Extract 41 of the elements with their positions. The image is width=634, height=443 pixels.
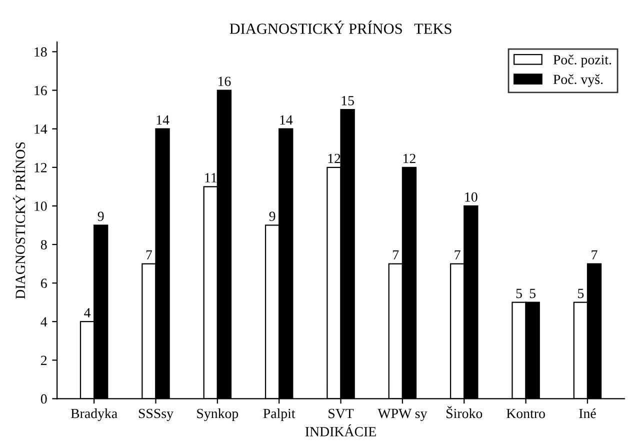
data-label: 11 — [205, 173, 216, 182]
data-label: 7 — [146, 250, 152, 260]
y-tick-label: 4 — [40, 317, 48, 326]
data-label: 16 — [218, 76, 231, 86]
x-tick-label: Palpit — [263, 408, 296, 422]
data-label: 7 — [592, 250, 598, 260]
data-label: 12 — [404, 154, 416, 164]
data-label: 9 — [269, 212, 276, 221]
data-label: 14 — [280, 115, 293, 124]
data-label: 15 — [342, 96, 354, 106]
data-label: 10 — [465, 192, 478, 202]
x-tick-label: Iné — [579, 408, 596, 418]
data-label: 4 — [84, 308, 91, 318]
y-tick-label: 12 — [34, 163, 47, 172]
x-tick-label: Synkop — [197, 408, 238, 422]
x-tick-label: Široko — [446, 406, 482, 418]
x-tick-label: WPW sy — [378, 408, 428, 422]
x-tick-label: SSSsy — [138, 408, 174, 422]
y-tick-label: 14 — [34, 124, 48, 134]
y-tick-label: 6 — [40, 278, 47, 288]
data-label: 14 — [156, 115, 170, 124]
y-tick-label: 8 — [40, 240, 47, 250]
x-tick-label: SVT — [328, 408, 354, 418]
y-tick-label: 2 — [41, 356, 47, 365]
data-label: 7 — [393, 250, 399, 260]
legend-label: Poč. vyš. — [553, 74, 603, 87]
x-tick-label: Bradyka — [70, 408, 118, 422]
x-tick-label: Kontro — [506, 408, 545, 418]
data-label: 5 — [578, 288, 584, 298]
y-tick-label: 10 — [34, 202, 47, 211]
data-label: 9 — [98, 212, 104, 221]
y-tick-label: 18 — [34, 47, 47, 57]
y-tick-label: 0 — [40, 394, 47, 404]
data-label: 5 — [530, 288, 536, 298]
y-tick-label: 16 — [34, 86, 47, 96]
y-axis-title: DIAGNOSTICKÝ PRÍNOS — [13, 142, 26, 299]
x-axis-title: INDIKÁCIE — [305, 424, 376, 436]
data-label: 7 — [454, 250, 460, 260]
chart-title: DIAGNOSTICKÝ PRÍNOS TEKS — [230, 20, 452, 34]
legend-label: Poč. pozit. — [553, 54, 612, 68]
data-label: 5 — [516, 288, 522, 298]
